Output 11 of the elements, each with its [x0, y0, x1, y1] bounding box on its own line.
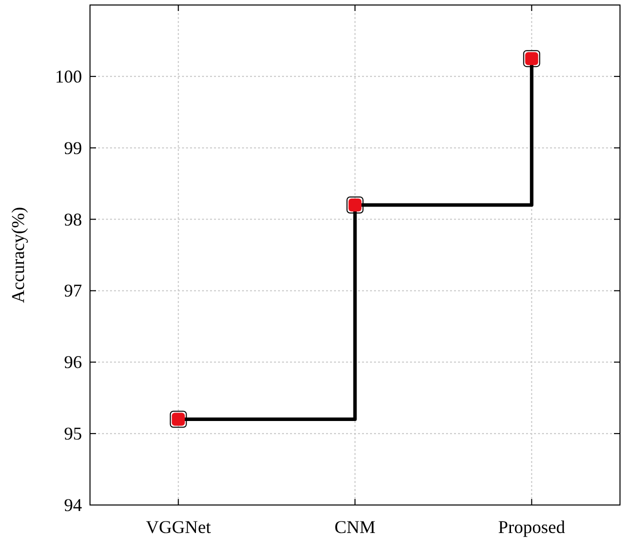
y-tick-label: 97: [64, 280, 82, 301]
y-tick-label: 100: [55, 66, 82, 86]
y-tick-label: 96: [64, 352, 82, 372]
y-tick-label: 94: [64, 495, 82, 515]
x-tick-label: VGGNet: [146, 517, 211, 537]
x-tick-label: Proposed: [498, 517, 566, 537]
y-tick-label: 95: [64, 424, 82, 444]
y-tick-label: 99: [64, 138, 82, 158]
y-tick-label: 98: [64, 209, 82, 230]
y-axis-title: Accuracy(%): [8, 207, 28, 303]
x-tick-label: CNM: [334, 517, 376, 537]
